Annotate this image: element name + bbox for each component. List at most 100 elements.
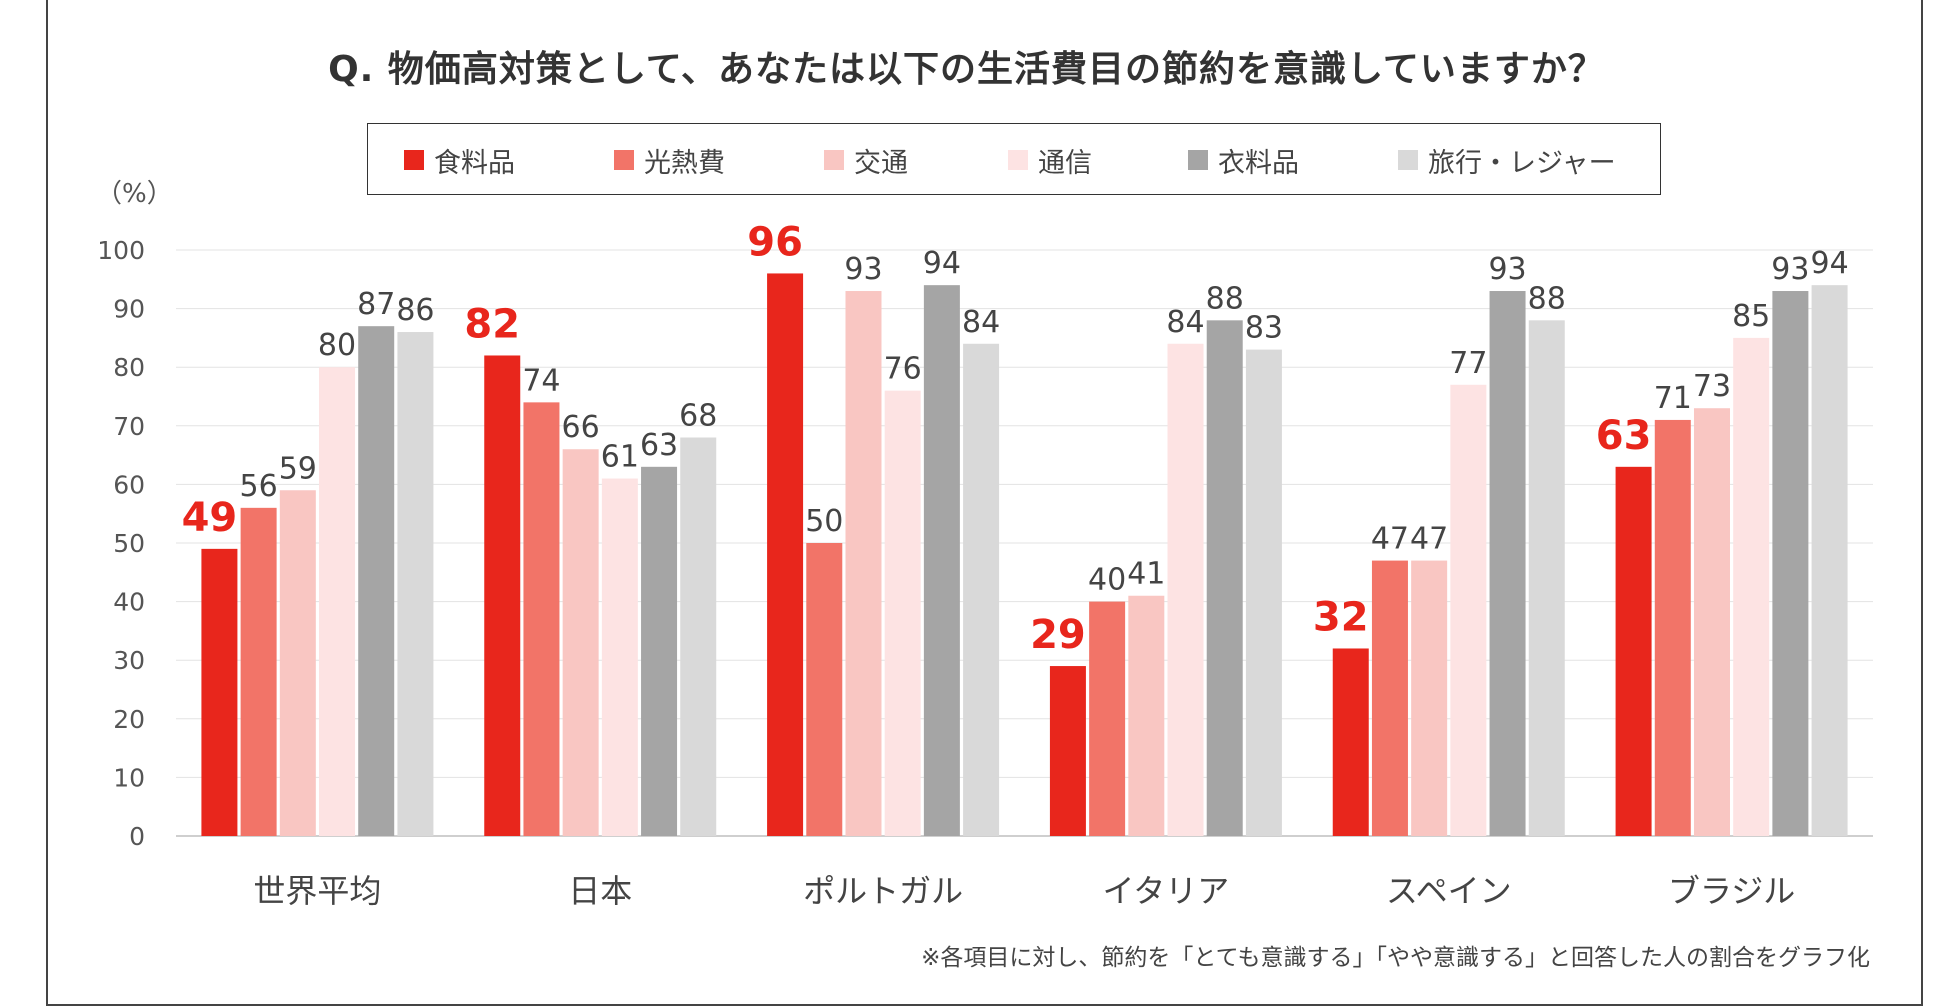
- data-label: 56: [240, 469, 278, 504]
- bar: [1733, 337, 1770, 836]
- data-label: 68: [679, 399, 717, 434]
- data-label: 61: [601, 440, 639, 475]
- legend-label-utilities: 光熱費: [644, 147, 725, 179]
- legend-label-clothing: 衣料品: [1218, 147, 1299, 179]
- y-tick-label: 50: [113, 529, 145, 558]
- bar: [1693, 408, 1730, 836]
- bar: [1411, 560, 1448, 836]
- legend-label-leisure: 旅行・レジャー: [1428, 147, 1616, 179]
- legend: 食料品 光熱費 交通 通信 衣料品 旅行・レジャー: [367, 123, 1661, 195]
- bar: [201, 548, 238, 836]
- data-label: 86: [396, 293, 434, 328]
- bar: [319, 367, 356, 836]
- data-label: 49: [182, 495, 238, 541]
- bar: [397, 332, 434, 836]
- data-label: 88: [1528, 281, 1566, 316]
- bar: [963, 343, 1000, 836]
- y-tick-label: 90: [113, 295, 145, 324]
- legend-item-utilities: 光熱費: [614, 124, 725, 196]
- legend-item-clothing: 衣料品: [1188, 124, 1299, 196]
- data-label: 73: [1693, 369, 1731, 404]
- bar: [1049, 666, 1086, 836]
- legend-swatch-transport: [824, 150, 844, 170]
- bar: [806, 543, 843, 836]
- category-label: 日本: [568, 872, 632, 910]
- y-tick-label: 40: [113, 588, 145, 617]
- bar: [1128, 595, 1165, 836]
- data-label: 94: [923, 246, 961, 281]
- legend-swatch-clothing: [1188, 150, 1208, 170]
- bar: [240, 507, 277, 836]
- chart-title: Q. 物価高対策として、あなたは以下の生活費目の節約を意識していますか？: [328, 49, 1605, 90]
- data-label: 66: [562, 410, 600, 445]
- category-label: スペイン: [1386, 872, 1512, 910]
- bar: [279, 490, 316, 836]
- bar: [601, 478, 638, 836]
- legend-label-transport: 交通: [854, 147, 908, 179]
- bar: [641, 466, 678, 836]
- bar: [1206, 320, 1243, 836]
- data-label: 82: [464, 301, 520, 347]
- legend-item-telecom: 通信: [1008, 124, 1092, 196]
- category-label: イタリア: [1103, 872, 1230, 910]
- data-label: 29: [1030, 612, 1086, 658]
- y-axis-unit: （%）: [96, 179, 173, 209]
- data-label: 93: [1771, 252, 1809, 287]
- bar: [1089, 601, 1126, 836]
- data-label: 71: [1654, 381, 1692, 416]
- bar: [1167, 343, 1204, 836]
- bar: [1772, 291, 1809, 836]
- legend-item-transport: 交通: [824, 124, 908, 196]
- legend-label-telecom: 通信: [1038, 147, 1092, 179]
- bar: [1245, 349, 1282, 836]
- bar: [1489, 291, 1526, 836]
- data-label: 85: [1732, 299, 1770, 334]
- data-label: 94: [1810, 246, 1848, 281]
- bar: [1654, 419, 1691, 836]
- data-label: 88: [1206, 281, 1244, 316]
- bar: [523, 402, 560, 836]
- bar: [1811, 285, 1848, 836]
- bar: [884, 390, 921, 836]
- category-label: ブラジル: [1668, 872, 1795, 910]
- data-label: 84: [1166, 305, 1204, 340]
- bar: [1371, 560, 1408, 836]
- y-tick-label: 10: [113, 763, 145, 792]
- data-label: 76: [884, 352, 922, 387]
- bar: [923, 285, 960, 836]
- legend-swatch-telecom: [1008, 150, 1028, 170]
- bar: [1332, 648, 1369, 836]
- bar: [767, 273, 804, 836]
- data-label: 96: [747, 219, 803, 265]
- category-label: ポルトガル: [803, 872, 963, 910]
- data-label: 63: [640, 428, 678, 463]
- bar: [1615, 466, 1652, 836]
- bar: [1528, 320, 1565, 836]
- y-tick-label: 20: [113, 705, 145, 734]
- bar: [1450, 384, 1487, 836]
- y-tick-label: 60: [113, 470, 145, 499]
- data-label: 87: [357, 287, 395, 322]
- legend-label-food: 食料品: [434, 147, 515, 179]
- legend-swatch-utilities: [614, 150, 634, 170]
- bar: [845, 291, 882, 836]
- y-tick-label: 80: [113, 353, 145, 382]
- bar: [484, 355, 521, 836]
- data-label: 32: [1313, 594, 1369, 640]
- data-label: 47: [1410, 522, 1448, 557]
- data-label: 63: [1596, 413, 1652, 459]
- bar: [562, 449, 599, 836]
- legend-swatch-leisure: [1398, 150, 1418, 170]
- data-label: 83: [1245, 311, 1283, 346]
- data-label: 80: [318, 328, 356, 363]
- data-label: 74: [522, 363, 560, 398]
- data-label: 77: [1449, 346, 1487, 381]
- footnote: ※各項目に対し、節約を「とても意識する」「やや意識する」と回答した人の割合をグラ…: [921, 945, 1870, 971]
- data-label: 41: [1127, 557, 1165, 592]
- legend-item-food: 食料品: [404, 124, 515, 196]
- data-label: 47: [1371, 522, 1409, 557]
- bar: [358, 326, 395, 836]
- data-label: 40: [1088, 563, 1126, 598]
- data-label: 59: [279, 451, 317, 486]
